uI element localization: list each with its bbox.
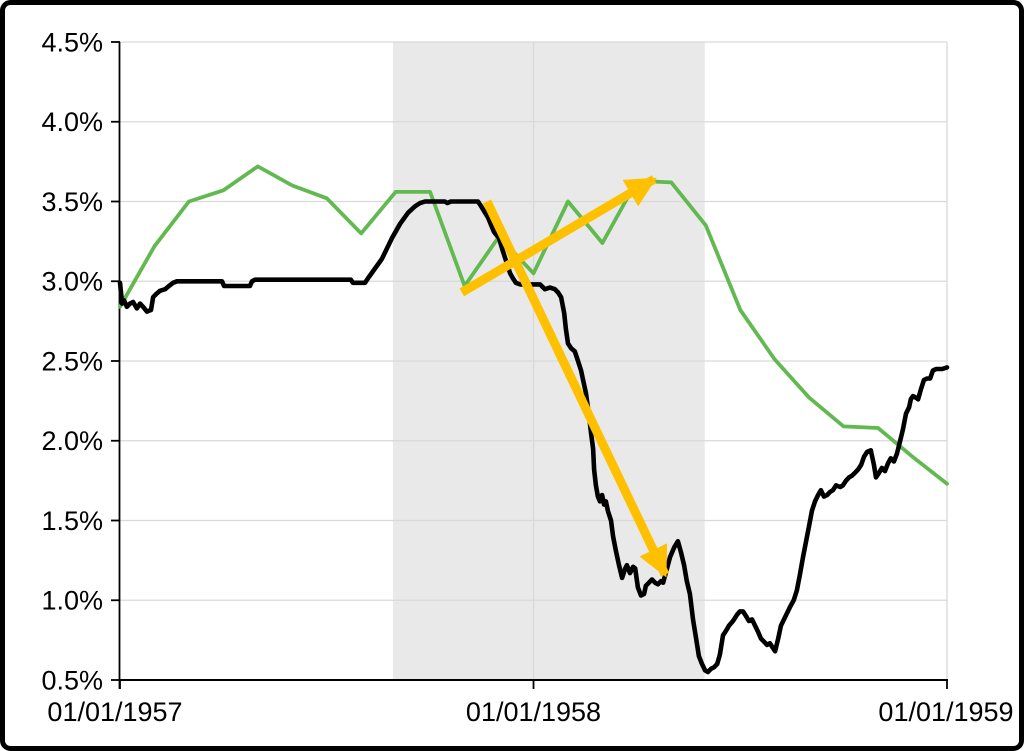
y-axis-labels: 4.5% 4.0% 3.5% 3.0% 2.5% 2.0% 1.5% 1.0% …: [41, 28, 103, 696]
y-tick-label: 0.5%: [41, 666, 103, 696]
y-tick-label: 3.5%: [41, 187, 103, 217]
axis-layer: [111, 41, 948, 689]
y-tick-label: 1.0%: [41, 586, 103, 616]
x-tick-label: 01/01/1957: [47, 697, 182, 727]
annotation-arrow-layer: [459, 175, 670, 578]
y-tick-label: 3.0%: [41, 267, 103, 297]
monthly-rate-green-line: [118, 164, 949, 486]
y-tick-label: 1.5%: [41, 506, 103, 536]
daily-rate-black-line: [117, 199, 950, 675]
x-tick-label: 01/01/1958: [466, 697, 601, 727]
series-layer: [117, 164, 950, 675]
arrow-down-to-black-trough: [482, 199, 670, 578]
x-axis-labels: 01/01/1957 01/01/1958 01/01/1959: [47, 697, 1013, 727]
x-tick-label: 01/01/1959: [878, 697, 1013, 727]
y-tick-label: 4.0%: [41, 107, 103, 137]
y-tick-label: 2.5%: [41, 347, 103, 377]
y-tick-label: 2.0%: [41, 426, 103, 456]
y-tick-label: 4.5%: [41, 28, 103, 58]
arrow-up-to-green-peak: [459, 175, 657, 297]
